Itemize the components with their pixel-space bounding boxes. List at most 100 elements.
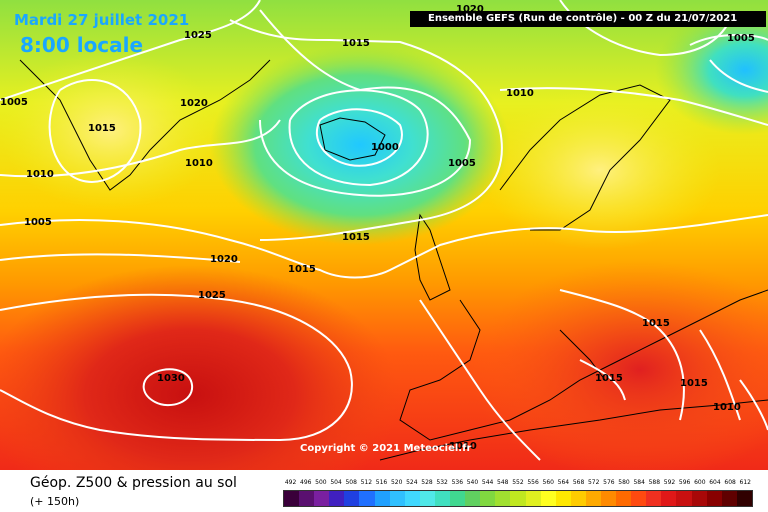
scale-swatch (344, 491, 360, 506)
scale-swatch (510, 491, 526, 506)
isobar-1005-iceland (288, 89, 429, 187)
isobar-1025 (0, 293, 353, 442)
scale-label: 604 (709, 479, 721, 486)
lead-time: (+ 150h) (30, 495, 80, 508)
scale-label: 532 (436, 479, 448, 486)
scale-label: 584 (633, 479, 645, 486)
scale-label: 496 (300, 479, 312, 486)
scale-label: 520 (390, 479, 403, 486)
scale-swatch (419, 491, 435, 506)
isobar-label: 1015 (288, 264, 316, 275)
isobar-label: 1025 (198, 290, 226, 301)
scale-label: 576 (603, 479, 615, 486)
scale-swatch (555, 491, 571, 506)
isobar-label: 1010 (506, 88, 534, 99)
isobar-1015-north (229, 19, 503, 241)
forecast-local-time: 8:00 locale (20, 33, 144, 57)
scale-label: 524 (406, 479, 418, 486)
scale-label: 540 (466, 479, 479, 486)
isobar-label: 1005 (24, 217, 52, 228)
scale-label: 592 (663, 479, 676, 486)
isobar-label: 1015 (342, 38, 370, 49)
scale-label: 504 (330, 479, 342, 486)
scale-label: 508 (345, 479, 357, 486)
map-canvas: 1025 1015 1020 1010 1000 1005 1005 1005 … (0, 0, 768, 470)
isobar-1015-greenland (48, 79, 142, 183)
scandinavia-coast (499, 84, 671, 231)
isobar-label: 1020 (210, 254, 238, 265)
isobar-label: 1030 (157, 373, 185, 384)
greenland-yellow-area (0, 50, 220, 210)
isobar-1020-west (0, 253, 241, 263)
isobar-1015-east (699, 329, 741, 421)
isobar-1010-east (739, 379, 768, 431)
scale-swatch (631, 491, 647, 506)
scale-swatch (661, 491, 677, 506)
isobar-label: 1015 (88, 123, 116, 134)
isobar-1015-central (0, 214, 768, 279)
scale-swatch (600, 491, 617, 506)
isobar-label: 1020 (456, 4, 484, 15)
forecast-date: Mardi 27 juillet 2021 (14, 11, 190, 29)
scale-label: 500 (315, 479, 327, 486)
scale-swatch (646, 491, 662, 506)
isobar-1010-west (0, 119, 281, 178)
scale-swatch (299, 491, 315, 506)
scale-label: 512 (360, 479, 373, 486)
north-africa-coast (379, 399, 768, 461)
scale-label: 492 (284, 479, 297, 486)
isobar-lines (0, 0, 768, 460)
isobar-1010-scandinavia (499, 87, 768, 126)
isobar-label: 1000 (371, 142, 399, 153)
scale-swatch (359, 491, 375, 506)
scale-swatch (495, 491, 511, 506)
copyright-text: Copyright © 2021 Meteociel.fr (300, 443, 472, 454)
color-scale-bar (283, 490, 753, 507)
scale-label: 516 (375, 479, 388, 486)
scale-label: 548 (497, 479, 509, 486)
scale-label: 612 (739, 479, 751, 486)
scale-label: 528 (421, 479, 433, 486)
isobar-1030 (142, 368, 194, 407)
northeast-low-area (655, 5, 768, 135)
isobar-label: 1010 (713, 402, 741, 413)
isobar-label: 1005 (727, 33, 755, 44)
british-isles-coast (414, 213, 451, 301)
iceland-low-area (210, 45, 510, 245)
scale-swatch (585, 491, 601, 506)
scale-label: 588 (648, 479, 661, 486)
isobar-1010-iceland (259, 9, 472, 197)
isobar-1015-italy (559, 289, 685, 421)
scandinavia-yellow-area (480, 90, 720, 250)
isobar-1020-greenland (0, 0, 261, 101)
isobar-label: 1010 (185, 158, 213, 169)
color-scale-labels: 492 496 500 504 508 512 516 520 524 528 532 536 540 5… (283, 478, 753, 488)
isobar-label: 1010 (449, 441, 477, 452)
scale-label: 568 (572, 479, 585, 486)
scale-label: 608 (724, 479, 736, 486)
scale-swatch (691, 491, 707, 506)
isobar-label: 1005 (0, 97, 28, 108)
scale-label: 580 (618, 479, 630, 486)
isobar-label: 1015 (595, 373, 623, 384)
scale-swatch (480, 491, 496, 506)
scale-swatch (706, 491, 722, 506)
scale-label: 552 (512, 479, 524, 486)
scale-label: 556 (527, 479, 539, 486)
scale-label: 544 (481, 479, 494, 486)
scale-label: 600 (694, 479, 706, 486)
scale-swatch (540, 491, 556, 506)
isobar-1015-ionian (579, 359, 626, 401)
isobar-label: 1015 (642, 318, 670, 329)
color-scale: 492 496 500 504 508 512 516 520 524 528 532 536 540 5… (283, 478, 753, 510)
run-info-banner: Ensemble GEFS (Run de contrôle) - 00 Z d… (410, 11, 766, 27)
scale-swatch (329, 491, 345, 506)
scale-label: 596 (678, 479, 691, 486)
isobar-label: 1010 (26, 169, 54, 180)
isobar-label: 1015 (342, 232, 370, 243)
isobar-1015-iberia (419, 299, 541, 461)
scale-swatch (721, 491, 737, 506)
scale-label: 564 (557, 479, 570, 486)
legend-footer: Géop. Z500 & pression au sol (+ 150h) 49… (0, 470, 768, 512)
azores-high-area (0, 265, 400, 470)
